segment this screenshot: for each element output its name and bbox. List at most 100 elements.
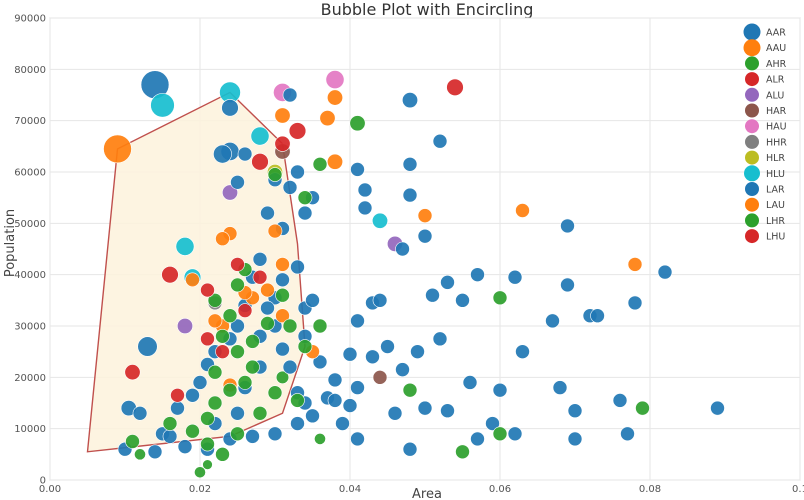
legend-marker-har — [745, 103, 759, 118]
bubble-lar — [327, 372, 343, 388]
bubble-lau — [319, 110, 336, 127]
bubble-lar — [485, 416, 500, 431]
bubble-lar — [237, 146, 253, 162]
bubble-alr — [251, 153, 269, 171]
bubble-lhr — [207, 293, 223, 308]
bubble-lar — [462, 375, 478, 390]
bubble-lar — [350, 313, 365, 329]
chart-title: Bubble Plot with Encircling — [321, 0, 534, 19]
bubble-lhr — [252, 405, 268, 421]
x-tick-label: 0.02 — [189, 484, 211, 495]
x-tick-label: 0.04 — [339, 484, 361, 495]
legend-label-hhr: HHR — [766, 137, 787, 148]
bubble-hlu — [150, 93, 175, 118]
bubble-aar — [132, 405, 148, 421]
bubble-alu — [177, 317, 194, 334]
bubble-lar — [282, 359, 298, 375]
bubble-lar — [342, 398, 358, 413]
bubble-lhr — [215, 447, 230, 462]
bubble-aar — [137, 336, 158, 357]
bubble-lhr — [185, 423, 200, 439]
y-tick-label: 70000 — [14, 116, 46, 127]
bubble-lar — [282, 180, 298, 195]
bubble-lhr — [245, 334, 260, 349]
bubble-ahr — [202, 459, 213, 470]
legend-label-alu: ALU — [766, 90, 784, 101]
y-tick-label: 30000 — [14, 322, 46, 333]
bubble-lar — [275, 341, 290, 357]
bubble-lhr — [215, 328, 230, 344]
legend-label-aar: AAR — [766, 28, 786, 39]
legend-label-aau: AAU — [766, 43, 786, 54]
bubble-lar — [260, 205, 275, 221]
bubble-lhr — [162, 416, 178, 431]
bubble-lar — [290, 416, 305, 431]
bubble-lar — [260, 300, 275, 316]
bubble-lar — [560, 277, 575, 293]
x-tick-label: 0.1 — [792, 484, 804, 495]
legend-marker-alu — [745, 87, 759, 102]
y-tick-label: 60000 — [14, 168, 46, 179]
bubble-lar — [357, 182, 373, 198]
bubble-lhu — [200, 282, 215, 298]
bubble-lar — [335, 416, 350, 431]
bubble-lar — [440, 275, 455, 290]
bubble-lar — [410, 344, 425, 359]
bubble-lhr — [222, 308, 238, 324]
bubble-alr — [288, 122, 307, 140]
bubble-ahr — [314, 433, 326, 445]
bubble-lhr — [200, 436, 215, 452]
bubble-lar — [252, 251, 268, 267]
bubble-lhr — [297, 339, 313, 354]
bubble-lar — [192, 375, 208, 390]
bubble-hlu — [250, 126, 270, 146]
bubble-lar — [507, 269, 523, 285]
bubble-lau — [515, 203, 530, 218]
bubble-lhu — [274, 135, 291, 152]
bubble-lhu — [215, 344, 230, 359]
bubble-lar — [612, 393, 628, 408]
bubble-lar — [395, 362, 410, 377]
bubble-lhr — [125, 434, 140, 449]
bubble-lau — [260, 282, 275, 298]
bubble-lhr — [267, 167, 283, 182]
bubble-lau — [326, 153, 343, 170]
bubble-lar — [440, 403, 455, 419]
bubble-lar — [147, 444, 163, 460]
bubble-lar — [372, 293, 388, 308]
x-tick-label: 0.06 — [489, 484, 511, 495]
bubble-alr — [124, 364, 141, 381]
bubble-lar — [350, 431, 365, 447]
bubble-lhr — [492, 290, 508, 306]
bubble-lau — [275, 257, 290, 272]
bubble-lau — [267, 223, 283, 239]
bubble-lar — [470, 267, 485, 282]
bubble-lhr — [492, 426, 508, 442]
bubble-lhr — [297, 190, 313, 205]
bubble-hlu — [371, 212, 388, 229]
bubble-lhr — [194, 466, 206, 479]
bubble-lhu — [230, 257, 245, 272]
x-tick-label: 0.00 — [39, 484, 61, 495]
bubble-lhr — [200, 411, 215, 426]
legend-marker-aau — [743, 39, 761, 57]
legend-label-lhr: LHR — [766, 216, 785, 227]
bubble-lhr — [349, 115, 366, 132]
bubble-lar — [267, 426, 283, 442]
legend-label-har: HAR — [766, 106, 787, 117]
legend-label-lhu: LHU — [766, 232, 785, 243]
bubble-lar — [275, 272, 290, 288]
bubble-lhr — [290, 393, 305, 408]
bubble-lar — [432, 133, 448, 149]
bubble-lau — [275, 308, 290, 324]
bubble-lar — [590, 308, 605, 324]
bubble-lhr — [230, 344, 245, 359]
legend-label-hau: HAU — [766, 122, 787, 133]
legend-marker-lar — [745, 182, 759, 196]
legend-label-hlr: HLR — [766, 153, 785, 164]
bubble-lau — [417, 208, 433, 223]
bubble-lar — [402, 441, 418, 457]
bubble-lar — [507, 426, 523, 442]
legend-marker-alr — [745, 72, 759, 87]
